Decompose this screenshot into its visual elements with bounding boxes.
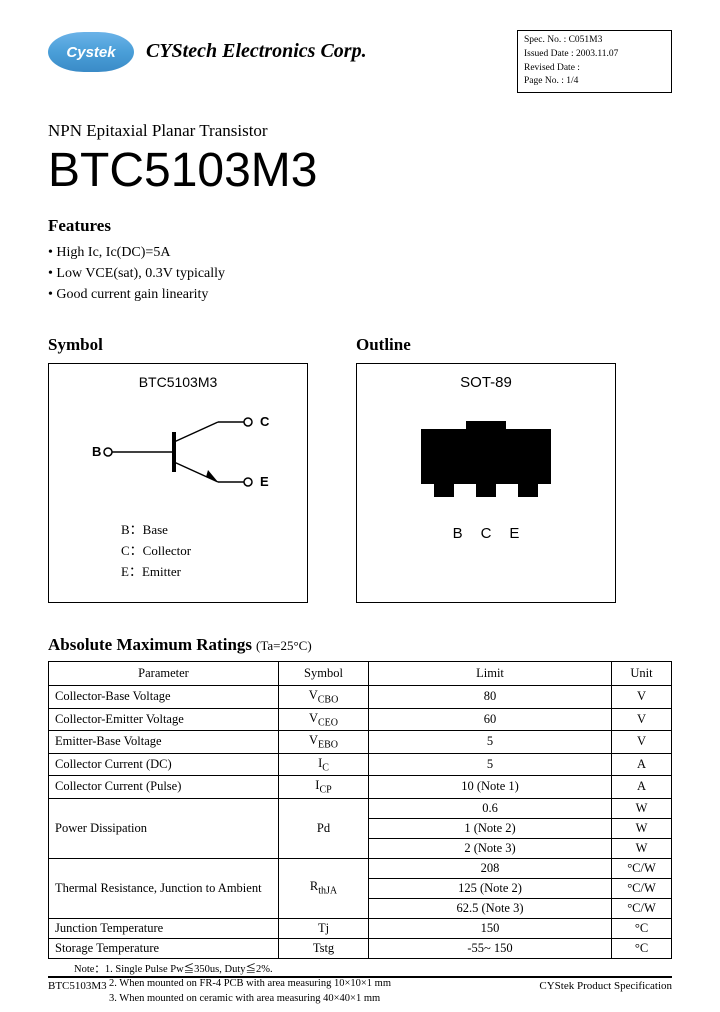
transistor-symbol-icon: B C E [78,402,278,512]
svg-text:B: B [92,444,101,459]
pin-e: E [509,525,537,542]
svg-text:C: C [260,414,270,429]
col-symbol: Symbol [279,662,369,686]
table-row: Storage TemperatureTstg-55~ 150°C [49,938,672,958]
table-row: Thermal Resistance, Junction to AmbientR… [49,858,672,878]
feature-item: Good current gain linearity [48,284,672,305]
package-label: SOT-89 [367,374,605,391]
svg-text:E: E [260,474,269,489]
ratings-condition: (Ta=25°C) [256,638,312,653]
table-row: Collector Current (DC)IC5A [49,753,672,776]
spec-page: Page No. : 1/4 [524,75,665,89]
symbol-column: Symbol BTC5103M3 B C E B：Base C：Collec [48,335,308,603]
table-row: Power DissipationPd0.6W [49,798,672,818]
pin-b: B [453,525,481,542]
package-icon [401,409,571,509]
legend-emitter: E：Emitter [121,562,297,583]
diagrams-row: Symbol BTC5103M3 B C E B：Base C：Collec [48,335,672,603]
ratings-table: Parameter Symbol Limit Unit Collector-Ba… [48,661,672,959]
legend-collector: C：Collector [121,541,297,562]
note-3: 3. When mounted on ceramic with area mea… [100,992,672,1007]
spec-no: Spec. No. : C051M3 [524,34,665,48]
logo: Cystek [48,32,134,72]
logo-text: Cystek [66,44,115,61]
table-row: Emitter-Base VoltageVEBO5V [49,731,672,754]
ratings-heading: Absolute Maximum Ratings (Ta=25°C) [48,635,672,655]
outline-column: Outline SOT-89 BCE [356,335,616,603]
symbol-title: Symbol [48,335,308,355]
pin-c: C [481,525,510,542]
table-row: Junction TemperatureTj150°C [49,918,672,938]
spec-box: Spec. No. : C051M3 Issued Date : 2003.11… [517,30,672,93]
spec-issued: Issued Date : 2003.11.07 [524,48,665,62]
symbol-label: BTC5103M3 [59,374,297,390]
feature-item: Low VCE(sat), 0.3V typically [48,263,672,284]
subtitle: NPN Epitaxial Planar Transistor [48,121,672,141]
symbol-box: BTC5103M3 B C E B：Base C：Collector E：Emi… [48,363,308,603]
outline-box: SOT-89 BCE [356,363,616,603]
table-header-row: Parameter Symbol Limit Unit [49,662,672,686]
part-number: BTC5103M3 [48,143,672,198]
spec-revised: Revised Date : [524,62,665,76]
features-title: Features [48,216,672,236]
ratings-title: Absolute Maximum Ratings [48,635,252,654]
pin-legend: B：Base C：Collector E：Emitter [121,520,297,582]
package-pins: BCE [367,525,605,542]
col-unit: Unit [612,662,672,686]
table-row: Collector-Emitter VoltageVCEO60V [49,708,672,731]
table-row: Collector Current (Pulse)ICP10 (Note 1)A [49,776,672,799]
features-list: High Ic, Ic(DC)=5A Low VCE(sat), 0.3V ty… [48,242,672,305]
legend-base: B：Base [121,520,297,541]
footer-right: CYStek Product Specification [539,980,672,992]
col-limit: Limit [369,662,612,686]
page-header: Cystek CYStech Electronics Corp. Spec. N… [48,30,672,93]
feature-item: High Ic, Ic(DC)=5A [48,242,672,263]
table-row: Collector-Base VoltageVCBO80V [49,686,672,709]
page-footer: BTC5103M3 CYStek Product Specification [48,976,672,992]
col-parameter: Parameter [49,662,279,686]
footer-left: BTC5103M3 [48,980,107,992]
company-name: CYStech Electronics Corp. [146,30,505,63]
outline-title: Outline [356,335,616,355]
